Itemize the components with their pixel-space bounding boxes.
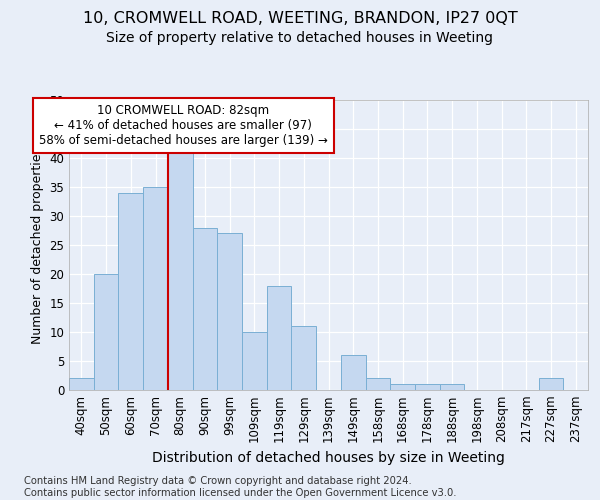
Bar: [217, 234, 242, 390]
Text: Contains HM Land Registry data © Crown copyright and database right 2024.
Contai: Contains HM Land Registry data © Crown c…: [24, 476, 457, 498]
Bar: [193, 228, 217, 390]
Bar: [94, 274, 118, 390]
Bar: [415, 384, 440, 390]
Bar: [143, 187, 168, 390]
Bar: [69, 378, 94, 390]
Text: 10 CROMWELL ROAD: 82sqm
← 41% of detached houses are smaller (97)
58% of semi-de: 10 CROMWELL ROAD: 82sqm ← 41% of detache…: [39, 104, 328, 148]
Bar: [341, 355, 365, 390]
Bar: [118, 193, 143, 390]
Text: 10, CROMWELL ROAD, WEETING, BRANDON, IP27 0QT: 10, CROMWELL ROAD, WEETING, BRANDON, IP2…: [83, 11, 517, 26]
Bar: [267, 286, 292, 390]
X-axis label: Distribution of detached houses by size in Weeting: Distribution of detached houses by size …: [152, 451, 505, 465]
Bar: [242, 332, 267, 390]
Y-axis label: Number of detached properties: Number of detached properties: [31, 146, 44, 344]
Bar: [365, 378, 390, 390]
Bar: [390, 384, 415, 390]
Bar: [440, 384, 464, 390]
Text: Size of property relative to detached houses in Weeting: Size of property relative to detached ho…: [107, 31, 493, 45]
Bar: [168, 152, 193, 390]
Bar: [539, 378, 563, 390]
Bar: [292, 326, 316, 390]
